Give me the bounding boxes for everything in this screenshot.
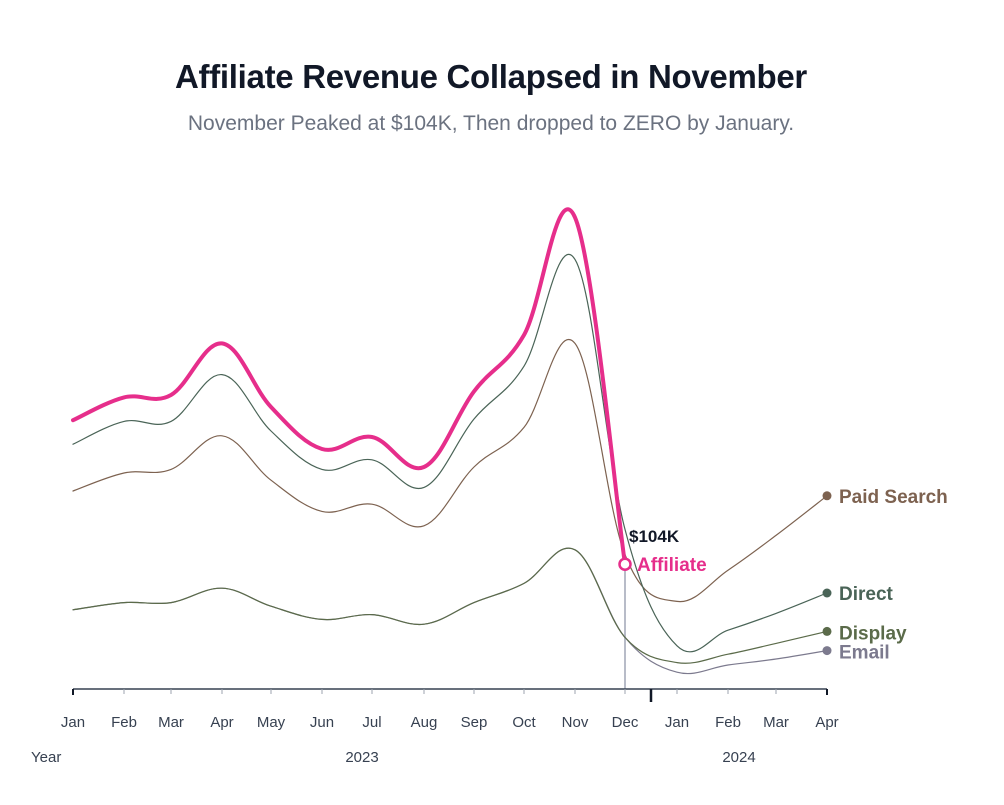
series-line-affiliate	[71, 207, 627, 567]
x-tick-label: Feb	[715, 714, 741, 731]
x-tick-label: Feb	[111, 714, 137, 731]
end-label-direct: Direct	[839, 584, 894, 605]
x-tick-label: Apr	[815, 714, 838, 731]
series-line-direct	[72, 253, 828, 653]
x-tick-label: Oct	[512, 714, 536, 731]
x-tick-label: Jul	[362, 714, 381, 731]
chart-subtitle: November Peaked at $104K, Then dropped t…	[187, 112, 795, 135]
x-tick-label: May	[257, 714, 286, 731]
x-tick-label: Sep	[461, 714, 488, 731]
year-group-label: 2023	[345, 749, 378, 766]
x-tick-label: Mar	[763, 714, 789, 731]
end-label-email: Email	[839, 643, 890, 664]
x-tick-label: Aug	[411, 714, 438, 731]
end-marker-direct	[822, 588, 832, 598]
end-label-display: Display	[839, 623, 907, 644]
x-tick-label: Nov	[562, 714, 589, 731]
end-marker-paid-search	[822, 491, 832, 501]
x-tick-label: Jan	[61, 714, 85, 731]
series-line-display	[72, 547, 828, 664]
x-tick-label: Apr	[210, 714, 233, 731]
year-group-label: 2024	[722, 749, 755, 766]
series-line-email	[72, 547, 828, 675]
x-axis-title: Year	[31, 749, 61, 766]
annotation-value-label: $104K	[629, 527, 680, 546]
x-tick-label: Dec	[612, 714, 639, 731]
end-label-paid-search: Paid Search	[839, 487, 948, 508]
series-lines	[71, 207, 828, 689]
end-marker-display	[822, 626, 832, 636]
series-line-paid-search	[72, 339, 828, 603]
affiliate-end-marker	[618, 557, 632, 571]
x-tick-label: Jun	[310, 714, 334, 731]
x-tick-label: Mar	[158, 714, 184, 731]
x-tick-label: Jan	[665, 714, 689, 731]
chart-title: Affiliate Revenue Collapsed in November	[175, 58, 807, 95]
end-marker-email	[822, 646, 832, 656]
end-label-affiliate: Affiliate	[637, 555, 707, 576]
x-axis: Jan Feb Mar Apr May Jun Jul Aug Sep Oct Nov Dec Jan F…	[31, 688, 839, 766]
